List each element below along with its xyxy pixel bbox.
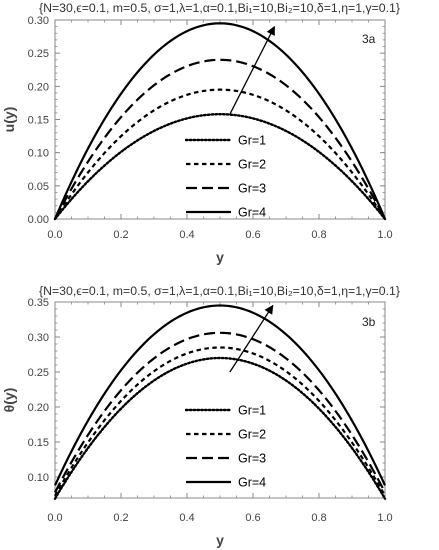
legend-label: Gr=2 — [238, 158, 266, 172]
x-axis-label: y — [216, 249, 224, 265]
x-tick-label: 0.2 — [113, 512, 128, 524]
series-line-Gr1 — [53, 356, 387, 500]
series-line-Gr2 — [54, 346, 386, 497]
legend-label: Gr=4 — [238, 476, 266, 490]
series-line-Gr2 — [54, 88, 386, 220]
x-tick-label: 0.8 — [311, 512, 326, 524]
x-tick-label: 0.0 — [47, 512, 62, 524]
panel-tag: 3a — [362, 32, 376, 46]
legend-label: Gr=4 — [238, 206, 266, 220]
chart-panel-b: 0.0 0.2 0.4 0.6 0.8 1.0 0.10 0.15 0.20 0.25 0.30 0.… — [1, 297, 393, 548]
x-tick-label: 0.4 — [179, 229, 194, 241]
y-axis-label: u(y) — [1, 107, 17, 133]
plot-frame — [54, 301, 386, 499]
y-tick-label: 0.30 — [28, 332, 49, 344]
legend-label: Gr=3 — [238, 452, 266, 466]
y-axis-label: θ(y) — [1, 388, 17, 413]
y-tick-label: 0.00 — [28, 214, 49, 226]
trend-arrow — [229, 25, 276, 115]
x-tick-label: 0.6 — [245, 229, 260, 241]
legend-label: Gr=2 — [238, 428, 266, 442]
series-line-Gr3 — [54, 58, 386, 220]
y-tick-label: 0.20 — [28, 81, 49, 93]
y-tick-label: 0.15 — [28, 115, 49, 127]
y-tick-label: 0.10 — [28, 472, 49, 484]
panel-a-parameters: {N=30,ϵ=0.1, m=0.5, σ=1,λ=1,α=0.1,Bi₁=10… — [39, 1, 400, 15]
x-tick-label: 0.2 — [113, 229, 128, 241]
series-line-Gr1 — [53, 112, 387, 221]
panel-tag: 3b — [362, 315, 376, 329]
y-tick-label: 0.10 — [28, 148, 49, 160]
y-tick-label: 0.20 — [28, 402, 49, 414]
panel-b-parameters: {N=30,ϵ=0.1, m=0.5, σ=1,λ=1,α=0.1,Bi₁=10… — [39, 284, 400, 298]
x-tick-label: 0.8 — [311, 229, 326, 241]
series-line-Gr3 — [54, 331, 386, 493]
y-tick-label: 0.25 — [28, 367, 49, 379]
legend-label: Gr=1 — [238, 134, 266, 148]
y-tick-label: 0.35 — [28, 297, 49, 309]
legend-label: Gr=1 — [238, 404, 266, 418]
y-tick-label: 0.15 — [28, 437, 49, 449]
legend-label: Gr=3 — [238, 182, 266, 196]
series-line-Gr4 — [54, 304, 386, 486]
x-tick-label: 0.6 — [245, 512, 260, 524]
series-line-Gr4 — [53, 22, 387, 220]
y-tick-label: 0.25 — [28, 48, 49, 60]
x-tick-label: 0.0 — [47, 229, 62, 241]
y-tick-label: 0.05 — [28, 181, 49, 193]
x-tick-label: 1.0 — [377, 229, 392, 241]
x-axis-label: y — [216, 532, 224, 548]
trend-arrow — [229, 304, 274, 373]
chart-panel-a: 0.0 0.2 0.4 0.6 0.8 1.0 0.00 0.05 0.10 0.15 0.20 0.… — [1, 15, 393, 265]
x-tick-label: 1.0 — [377, 512, 392, 524]
x-tick-label: 0.4 — [179, 512, 194, 524]
y-tick-label: 0.30 — [28, 15, 49, 27]
